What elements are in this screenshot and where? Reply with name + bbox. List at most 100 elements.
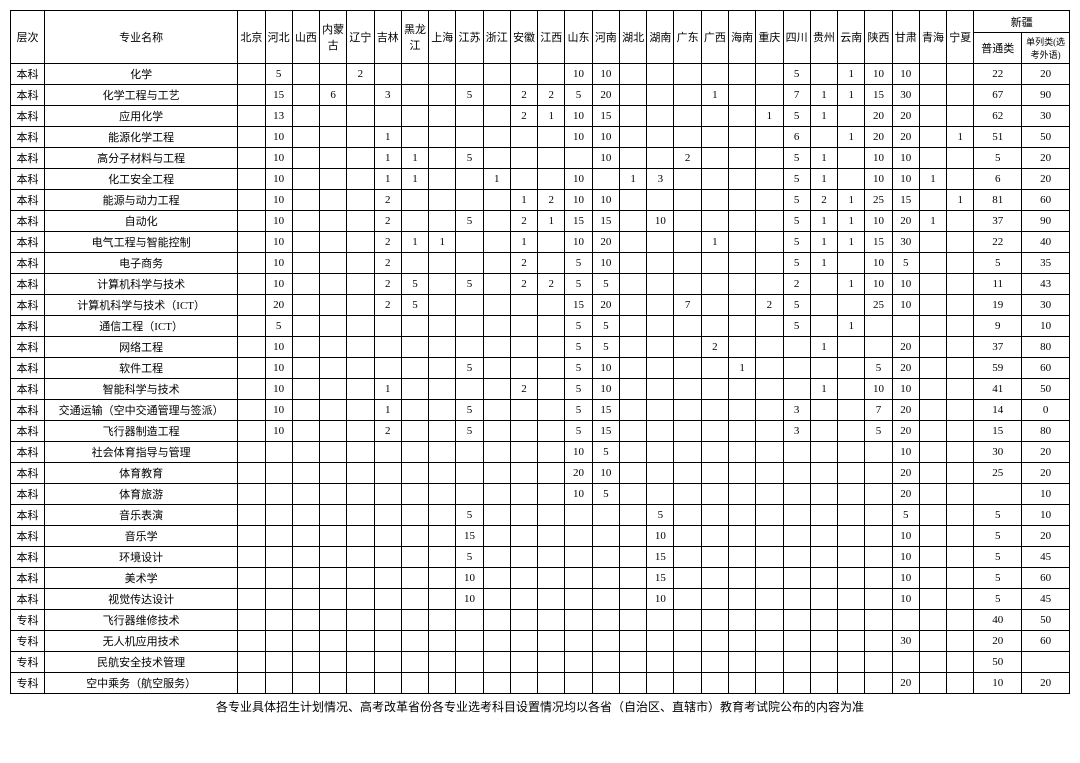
cell-value [756,337,783,358]
cell-value: 22 [974,64,1022,85]
cell-value [619,106,646,127]
cell-value: 1 [810,85,837,106]
table-row: 本科飞行器制造工程102551535201580 [11,421,1070,442]
cell-value [265,673,292,694]
cell-value [619,568,646,589]
cell-value [347,295,374,316]
header-province: 贵州 [810,11,837,64]
cell-value [865,442,892,463]
cell-value [510,442,537,463]
cell-value [919,484,946,505]
cell-value [810,610,837,631]
cell-value [320,484,347,505]
table-row: 本科体育旅游1052010 [11,484,1070,505]
cell-value [401,505,428,526]
cell-value [810,316,837,337]
cell-value [510,589,537,610]
cell-value [674,169,701,190]
cell-value [510,505,537,526]
cell-value [347,253,374,274]
cell-level: 专科 [11,652,45,673]
cell-level: 本科 [11,337,45,358]
cell-value [565,652,592,673]
table-row: 本科社会体育指导与管理105103020 [11,442,1070,463]
table-row: 本科美术学101510560 [11,568,1070,589]
cell-level: 本科 [11,295,45,316]
cell-value [429,106,456,127]
cell-value [701,547,728,568]
cell-value [292,589,319,610]
cell-value [838,526,865,547]
cell-value [701,568,728,589]
cell-value [292,232,319,253]
cell-value [483,316,510,337]
cell-value [429,85,456,106]
cell-value [592,169,619,190]
cell-value: 30 [1022,295,1070,316]
cell-value: 10 [265,148,292,169]
cell-value [292,211,319,232]
cell-value [456,232,483,253]
cell-value [483,211,510,232]
header-province: 四川 [783,11,810,64]
cell-value [429,547,456,568]
cell-value: 5 [456,211,483,232]
cell-value [701,379,728,400]
cell-value [456,631,483,652]
cell-value [619,463,646,484]
cell-value [919,232,946,253]
cell-value [865,337,892,358]
cell-value [674,106,701,127]
cell-value: 10 [265,232,292,253]
cell-value [701,589,728,610]
header-province: 黑龙江 [401,11,428,64]
cell-value [347,673,374,694]
cell-value: 2 [810,190,837,211]
cell-value [756,232,783,253]
cell-value [674,589,701,610]
cell-value: 5 [565,85,592,106]
cell-value: 5 [565,379,592,400]
cell-value [647,421,674,442]
cell-value: 10 [865,211,892,232]
cell-value [347,190,374,211]
cell-value [619,232,646,253]
cell-level: 本科 [11,232,45,253]
cell-value: 15 [592,421,619,442]
cell-value [292,358,319,379]
cell-value [265,547,292,568]
cell-value [265,589,292,610]
cell-value [538,484,565,505]
cell-value: 2 [510,85,537,106]
cell-value [347,589,374,610]
header-province: 广东 [674,11,701,64]
cell-value: 15 [565,211,592,232]
cell-value [456,64,483,85]
cell-value: 51 [974,127,1022,148]
table-row: 本科网络工程105521203780 [11,337,1070,358]
cell-value [919,631,946,652]
cell-value [647,295,674,316]
cell-value [456,610,483,631]
cell-value [538,253,565,274]
cell-major: 网络工程 [45,337,238,358]
cell-value [483,463,510,484]
cell-value [429,274,456,295]
cell-value [483,652,510,673]
cell-value [947,568,974,589]
cell-value [783,463,810,484]
cell-value: 30 [892,631,919,652]
cell-value [947,85,974,106]
cell-value [483,358,510,379]
cell-major: 飞行器制造工程 [45,421,238,442]
cell-value [510,526,537,547]
cell-value [401,463,428,484]
cell-value [756,526,783,547]
cell-value [347,148,374,169]
cell-value: 15 [565,295,592,316]
cell-value: 15 [865,232,892,253]
cell-value: 2 [756,295,783,316]
cell-value [538,127,565,148]
cell-major: 高分子材料与工程 [45,148,238,169]
cell-value [947,442,974,463]
